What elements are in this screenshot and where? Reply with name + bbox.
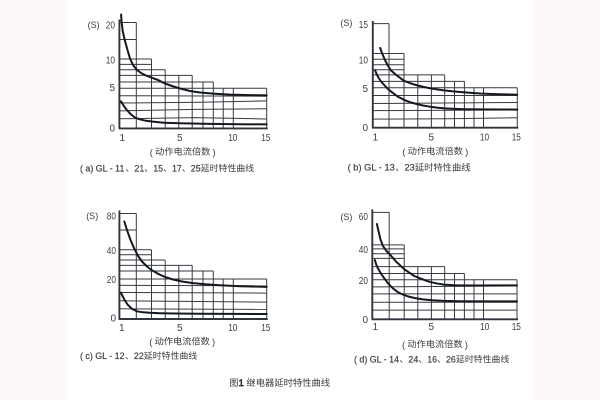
svg-text:10: 10 [106,56,116,67]
svg-text:0: 0 [109,123,115,134]
svg-text:15: 15 [512,322,522,333]
svg-text:5: 5 [177,133,183,144]
svg-text:(S): (S) [340,212,352,222]
svg-text:15: 15 [153,163,163,173]
svg-text:20: 20 [359,276,369,287]
svg-text:( c) GL - 12: ( c) GL - 12 [80,351,125,361]
svg-text:1: 1 [373,322,379,333]
svg-text:): ) [212,337,215,348]
svg-text:(: ( [402,147,406,158]
svg-text:23: 23 [405,163,415,173]
svg-text:(: ( [150,147,154,158]
svg-text:1: 1 [119,323,125,334]
svg-text:17: 17 [172,163,182,173]
svg-text:5: 5 [177,323,183,334]
svg-text:10: 10 [228,133,238,144]
svg-text:10: 10 [359,56,369,67]
svg-text:15: 15 [261,133,271,144]
svg-text:15: 15 [261,323,271,334]
svg-text:(S): (S) [86,211,98,221]
svg-text:(: ( [402,340,406,351]
svg-text:): ) [465,340,468,351]
svg-text:5: 5 [429,133,435,144]
svg-text:40: 40 [107,246,117,257]
svg-text:5: 5 [362,84,368,95]
svg-text:20: 20 [106,21,116,32]
svg-text:(S): (S) [340,18,352,28]
svg-text:20: 20 [107,275,117,286]
svg-text:40: 40 [359,245,369,256]
svg-text:5: 5 [429,322,435,333]
svg-text:15: 15 [359,20,369,31]
svg-text:1: 1 [239,378,244,388]
svg-text:): ) [465,147,468,158]
svg-text:( d) GL - 14: ( d) GL - 14 [354,354,399,364]
svg-text:5: 5 [109,83,115,94]
svg-text:( a) GL - 11: ( a) GL - 11 [80,163,124,173]
svg-text:1: 1 [120,133,126,144]
svg-text:10: 10 [480,133,490,144]
svg-text:15: 15 [512,133,522,144]
svg-text:( b) GL - 13: ( b) GL - 13 [348,163,395,173]
svg-text:25: 25 [191,163,201,173]
svg-text:60: 60 [359,212,369,223]
svg-text:0: 0 [362,315,368,326]
svg-text:10: 10 [228,323,238,334]
svg-text:10: 10 [480,322,490,333]
svg-text:21: 21 [134,163,144,173]
svg-text:(: ( [149,337,153,348]
svg-text:16: 16 [427,354,437,364]
svg-text:26: 26 [446,354,456,364]
svg-text:(S): (S) [88,20,100,30]
svg-text:0: 0 [110,313,116,324]
svg-text:80: 80 [107,212,117,223]
svg-text:): ) [213,147,216,158]
svg-text:22: 22 [134,351,144,361]
svg-text:24: 24 [408,354,418,364]
svg-text:1: 1 [373,133,379,144]
svg-text:0: 0 [362,123,368,134]
